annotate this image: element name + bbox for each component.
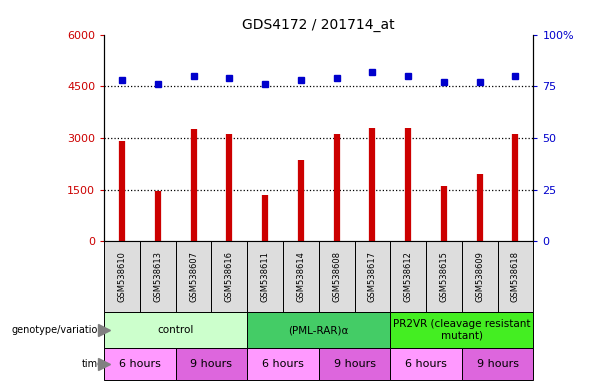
Text: GSM538615: GSM538615: [440, 252, 449, 302]
Bar: [176, 241, 211, 312]
Bar: [247, 312, 390, 348]
Bar: [319, 241, 354, 312]
Bar: [211, 241, 247, 312]
Bar: [426, 241, 462, 312]
Title: GDS4172 / 201714_at: GDS4172 / 201714_at: [243, 18, 395, 32]
Text: GSM538609: GSM538609: [475, 252, 484, 302]
Text: control: control: [158, 325, 194, 335]
Bar: [176, 348, 247, 380]
Text: 9 hours: 9 hours: [333, 359, 376, 369]
Text: time: time: [82, 359, 104, 369]
Text: GSM538610: GSM538610: [118, 252, 127, 302]
Bar: [104, 241, 140, 312]
Text: 6 hours: 6 hours: [405, 359, 447, 369]
Bar: [390, 312, 533, 348]
Text: GSM538614: GSM538614: [296, 252, 305, 302]
Bar: [462, 348, 533, 380]
Bar: [283, 241, 319, 312]
Text: 6 hours: 6 hours: [119, 359, 161, 369]
Text: GSM538618: GSM538618: [511, 251, 520, 302]
Bar: [354, 241, 390, 312]
Text: 9 hours: 9 hours: [476, 359, 519, 369]
Text: GSM538616: GSM538616: [225, 251, 234, 302]
Bar: [498, 241, 533, 312]
Text: GSM538611: GSM538611: [261, 252, 270, 302]
Text: GSM538613: GSM538613: [153, 251, 162, 302]
Bar: [390, 241, 426, 312]
Bar: [462, 241, 498, 312]
Text: GSM538608: GSM538608: [332, 251, 341, 302]
Text: GSM538612: GSM538612: [403, 252, 413, 302]
Bar: [319, 348, 390, 380]
Text: (PML-RAR)α: (PML-RAR)α: [289, 325, 349, 335]
Bar: [247, 241, 283, 312]
Bar: [390, 348, 462, 380]
Text: 6 hours: 6 hours: [262, 359, 304, 369]
Text: genotype/variation: genotype/variation: [12, 325, 104, 335]
Bar: [140, 241, 176, 312]
Bar: [104, 312, 247, 348]
Bar: [247, 348, 319, 380]
Text: GSM538607: GSM538607: [189, 251, 198, 302]
Text: PR2VR (cleavage resistant
mutant): PR2VR (cleavage resistant mutant): [393, 319, 530, 341]
Text: GSM538617: GSM538617: [368, 251, 377, 302]
Bar: [104, 348, 176, 380]
Text: 9 hours: 9 hours: [191, 359, 232, 369]
